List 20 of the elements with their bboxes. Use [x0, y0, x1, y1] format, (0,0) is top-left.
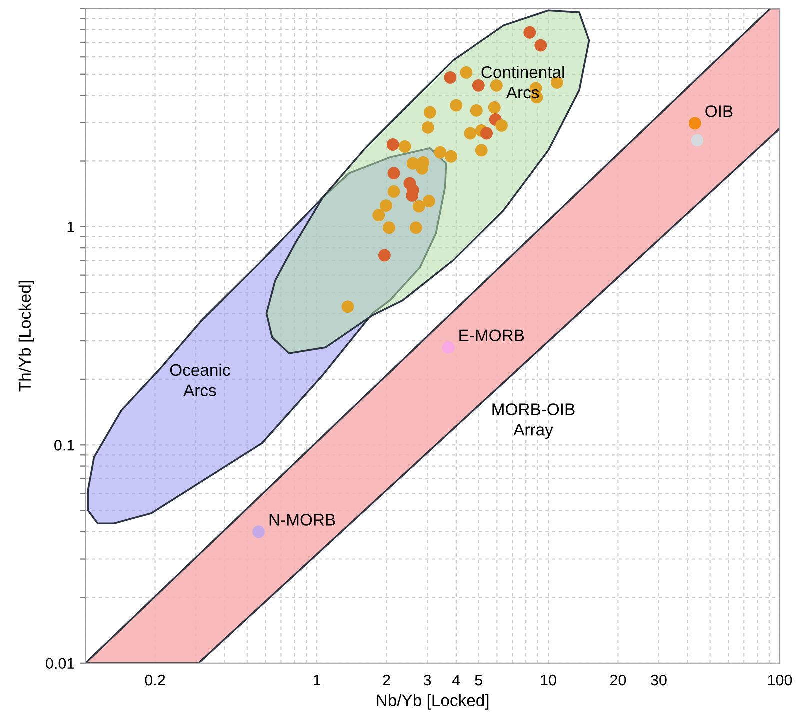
y-tick-label: 0.01 — [46, 658, 74, 670]
series-label: MORB-OIB Array — [492, 404, 575, 440]
x-tick-label: 20 — [610, 674, 626, 686]
x-tick-label: 1 — [314, 675, 321, 686]
x-tick-label: 2 — [383, 674, 390, 686]
x-tick-label: 0.2 — [145, 674, 166, 686]
x-tick-label: 100 — [768, 674, 792, 686]
x-tick-label: 5 — [475, 675, 482, 686]
annotation: E-MORB — [460, 330, 524, 342]
y-tick-label: 1 — [68, 222, 74, 232]
x-tick-label: 10 — [541, 674, 556, 686]
x-tick-label: 30 — [651, 674, 667, 686]
annotation: OIB — [706, 106, 733, 118]
annotation: N-MORB — [270, 514, 336, 526]
y-axis-title: Th/Yb [Locked] — [18, 281, 34, 392]
y-tick-label: 0.1 — [54, 440, 74, 451]
x-tick-label: 4 — [452, 675, 460, 686]
series-label: Oceanic Arcs — [170, 364, 230, 397]
x-tick-label: 3 — [424, 674, 432, 686]
x-axis-title: Nb/Yb [Locked] — [377, 694, 489, 710]
